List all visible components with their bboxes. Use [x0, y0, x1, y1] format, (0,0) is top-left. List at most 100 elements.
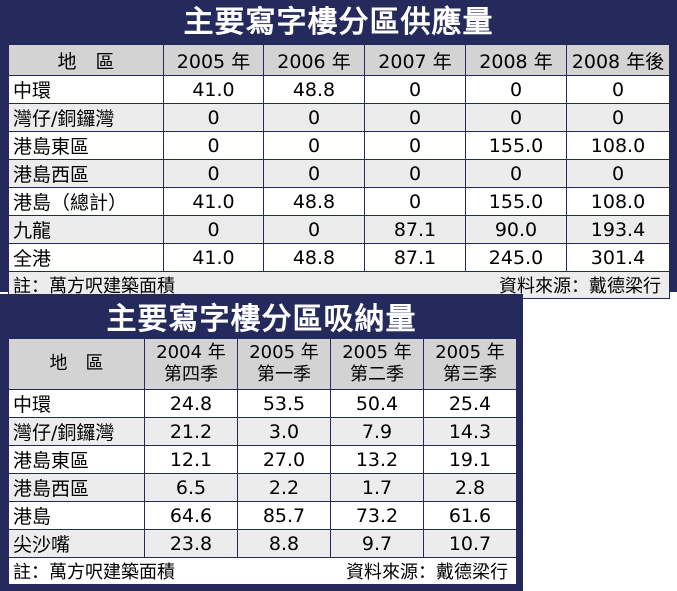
absorption-table: 地 區 2004 年 第四季 2005 年 第一季 2005 年 第二季 200…	[8, 338, 517, 585]
value-cell: 41.0	[163, 243, 264, 272]
supply-source: 資料來源：戴德梁行	[499, 276, 661, 297]
absorption-header-2005-q1: 2005 年 第一季	[237, 338, 331, 390]
header-year: 2005 年	[435, 342, 505, 363]
supply-table: 地 區 2005 年 2006 年 2007 年 2008 年 2008 年後 …	[8, 44, 670, 299]
supply-header-2007: 2007 年	[364, 44, 466, 76]
value-cell: 0	[364, 187, 466, 216]
value-cell: 0	[263, 215, 365, 244]
table-row: 九龍 0 0 87.1 90.0 193.4	[8, 215, 670, 244]
supply-header-2008: 2008 年	[465, 44, 567, 76]
absorption-title: 主要寫字樓分區吸納量	[106, 302, 417, 337]
table-row: 尖沙嘴 23.8 8.8 9.7 10.7	[8, 529, 517, 558]
absorption-note: 註：萬方呎建築面積	[13, 562, 175, 583]
header-year: 2005 年	[249, 342, 319, 363]
supply-header-2006: 2006 年	[263, 44, 365, 76]
value-cell: 90.0	[465, 215, 567, 244]
district-cell: 全港	[8, 243, 164, 272]
table-row: 中環 41.0 48.8 0 0 0	[8, 75, 670, 104]
value-cell: 87.1	[364, 215, 466, 244]
table-row: 港島東區 0 0 0 155.0 108.0	[8, 131, 670, 160]
supply-header-row: 地 區 2005 年 2006 年 2007 年 2008 年 2008 年後	[8, 44, 670, 76]
value-cell: 10.7	[423, 529, 517, 558]
value-cell: 19.1	[423, 445, 517, 474]
value-cell: 50.4	[330, 389, 424, 418]
supply-note: 註：萬方呎建築面積	[13, 276, 175, 297]
value-cell: 0	[465, 159, 567, 188]
value-cell: 0	[465, 103, 567, 132]
value-cell: 41.0	[163, 187, 264, 216]
header-quarter: 第二季	[350, 364, 404, 385]
absorption-source: 資料來源：戴德梁行	[346, 562, 508, 583]
district-cell: 中環	[8, 389, 145, 418]
supply-title: 主要寫字樓分區供應量	[183, 5, 494, 40]
district-cell: 港島東區	[8, 131, 164, 160]
table-row: 全港 41.0 48.8 87.1 245.0 301.4	[8, 243, 670, 272]
absorption-header-2005-q2: 2005 年 第二季	[330, 338, 424, 390]
value-cell: 245.0	[465, 243, 567, 272]
table-row: 港島 64.6 85.7 73.2 61.6	[8, 501, 517, 530]
table-row: 港島西區 0 0 0 0 0	[8, 159, 670, 188]
value-cell: 108.0	[566, 187, 670, 216]
value-cell: 0	[566, 103, 670, 132]
value-cell: 0	[163, 215, 264, 244]
header-quarter: 第一季	[257, 364, 311, 385]
value-cell: 108.0	[566, 131, 670, 160]
district-cell: 港島東區	[8, 445, 145, 474]
district-cell: 中環	[8, 75, 164, 104]
value-cell: 7.9	[330, 417, 424, 446]
value-cell: 2.8	[423, 473, 517, 502]
value-cell: 48.8	[263, 243, 365, 272]
value-cell: 301.4	[566, 243, 670, 272]
value-cell: 8.8	[237, 529, 331, 558]
value-cell: 6.5	[144, 473, 238, 502]
value-cell: 48.8	[263, 75, 365, 104]
district-cell: 港島（總計）	[8, 187, 164, 216]
district-cell: 灣仔/銅鑼灣	[8, 103, 164, 132]
district-cell: 灣仔/銅鑼灣	[8, 417, 145, 446]
supply-header-after-2008: 2008 年後	[566, 44, 670, 76]
table-row: 港島西區 6.5 2.2 1.7 2.8	[8, 473, 517, 502]
absorption-header-row: 地 區 2004 年 第四季 2005 年 第一季 2005 年 第二季 200…	[8, 338, 517, 390]
absorption-footer-row: 註：萬方呎建築面積 資料來源：戴德梁行	[8, 557, 517, 585]
table-row: 中環 24.8 53.5 50.4 25.4	[8, 389, 517, 418]
district-cell: 九龍	[8, 215, 164, 244]
header-year: 2005 年	[342, 342, 412, 363]
value-cell: 41.0	[163, 75, 264, 104]
absorption-header-2005-q3: 2005 年 第三季	[423, 338, 517, 390]
value-cell: 0	[465, 75, 567, 104]
value-cell: 85.7	[237, 501, 331, 530]
value-cell: 0	[263, 103, 365, 132]
value-cell: 87.1	[364, 243, 466, 272]
value-cell: 3.0	[237, 417, 331, 446]
value-cell: 61.6	[423, 501, 517, 530]
value-cell: 0	[163, 131, 264, 160]
value-cell: 9.7	[330, 529, 424, 558]
value-cell: 23.8	[144, 529, 238, 558]
district-cell: 港島西區	[8, 473, 145, 502]
value-cell: 21.2	[144, 417, 238, 446]
value-cell: 0	[263, 131, 365, 160]
value-cell: 25.4	[423, 389, 517, 418]
header-year: 2004 年	[156, 342, 226, 363]
value-cell: 27.0	[237, 445, 331, 474]
value-cell: 64.6	[144, 501, 238, 530]
value-cell: 0	[263, 159, 365, 188]
value-cell: 193.4	[566, 215, 670, 244]
value-cell: 0	[163, 103, 264, 132]
supply-header-district: 地 區	[8, 44, 164, 76]
value-cell: 13.2	[330, 445, 424, 474]
absorption-header-district: 地 區	[8, 338, 145, 390]
absorption-header-2004-q4: 2004 年 第四季	[144, 338, 238, 390]
value-cell: 155.0	[465, 187, 567, 216]
header-line: 地 區	[49, 353, 104, 374]
absorption-footer: 註：萬方呎建築面積 資料來源：戴德梁行	[8, 557, 517, 585]
value-cell: 0	[364, 75, 466, 104]
value-cell: 48.8	[263, 187, 365, 216]
value-cell: 0	[566, 159, 670, 188]
district-cell: 港島	[8, 501, 145, 530]
value-cell: 0	[566, 75, 670, 104]
value-cell: 0	[364, 131, 466, 160]
table-row: 灣仔/銅鑼灣 0 0 0 0 0	[8, 103, 670, 132]
table-row: 港島（總計） 41.0 48.8 0 155.0 108.0	[8, 187, 670, 216]
value-cell: 14.3	[423, 417, 517, 446]
